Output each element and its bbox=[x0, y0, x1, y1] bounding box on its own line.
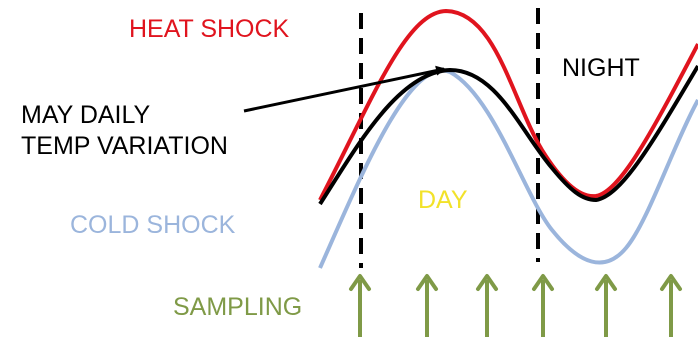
sampling-arrow bbox=[416, 274, 438, 337]
sampling-arrow bbox=[349, 274, 371, 337]
may-daily-label-line1: MAY DAILY bbox=[21, 101, 151, 129]
day-label: DAY bbox=[418, 186, 468, 214]
sampling-arrow bbox=[660, 274, 682, 337]
may-daily-temp-label: MAY DAILY TEMP VARIATION bbox=[21, 100, 228, 162]
night-label: NIGHT bbox=[562, 54, 640, 82]
sampling-arrow bbox=[595, 274, 617, 337]
may-daily-temp-curve bbox=[318, 64, 698, 206]
sampling-label: SAMPLING bbox=[173, 293, 303, 321]
cold-shock-curve bbox=[318, 68, 698, 269]
heat-shock-curve bbox=[318, 8, 698, 201]
may-daily-label-line2: TEMP VARIATION bbox=[21, 132, 228, 160]
sampling-arrow bbox=[532, 274, 554, 337]
cold-shock-label: COLD SHOCK bbox=[70, 211, 236, 239]
sampling-arrow bbox=[476, 274, 498, 337]
heat-shock-label: HEAT SHOCK bbox=[129, 15, 290, 43]
sampling-arrows bbox=[349, 274, 682, 337]
pointer-arrow bbox=[243, 65, 446, 113]
